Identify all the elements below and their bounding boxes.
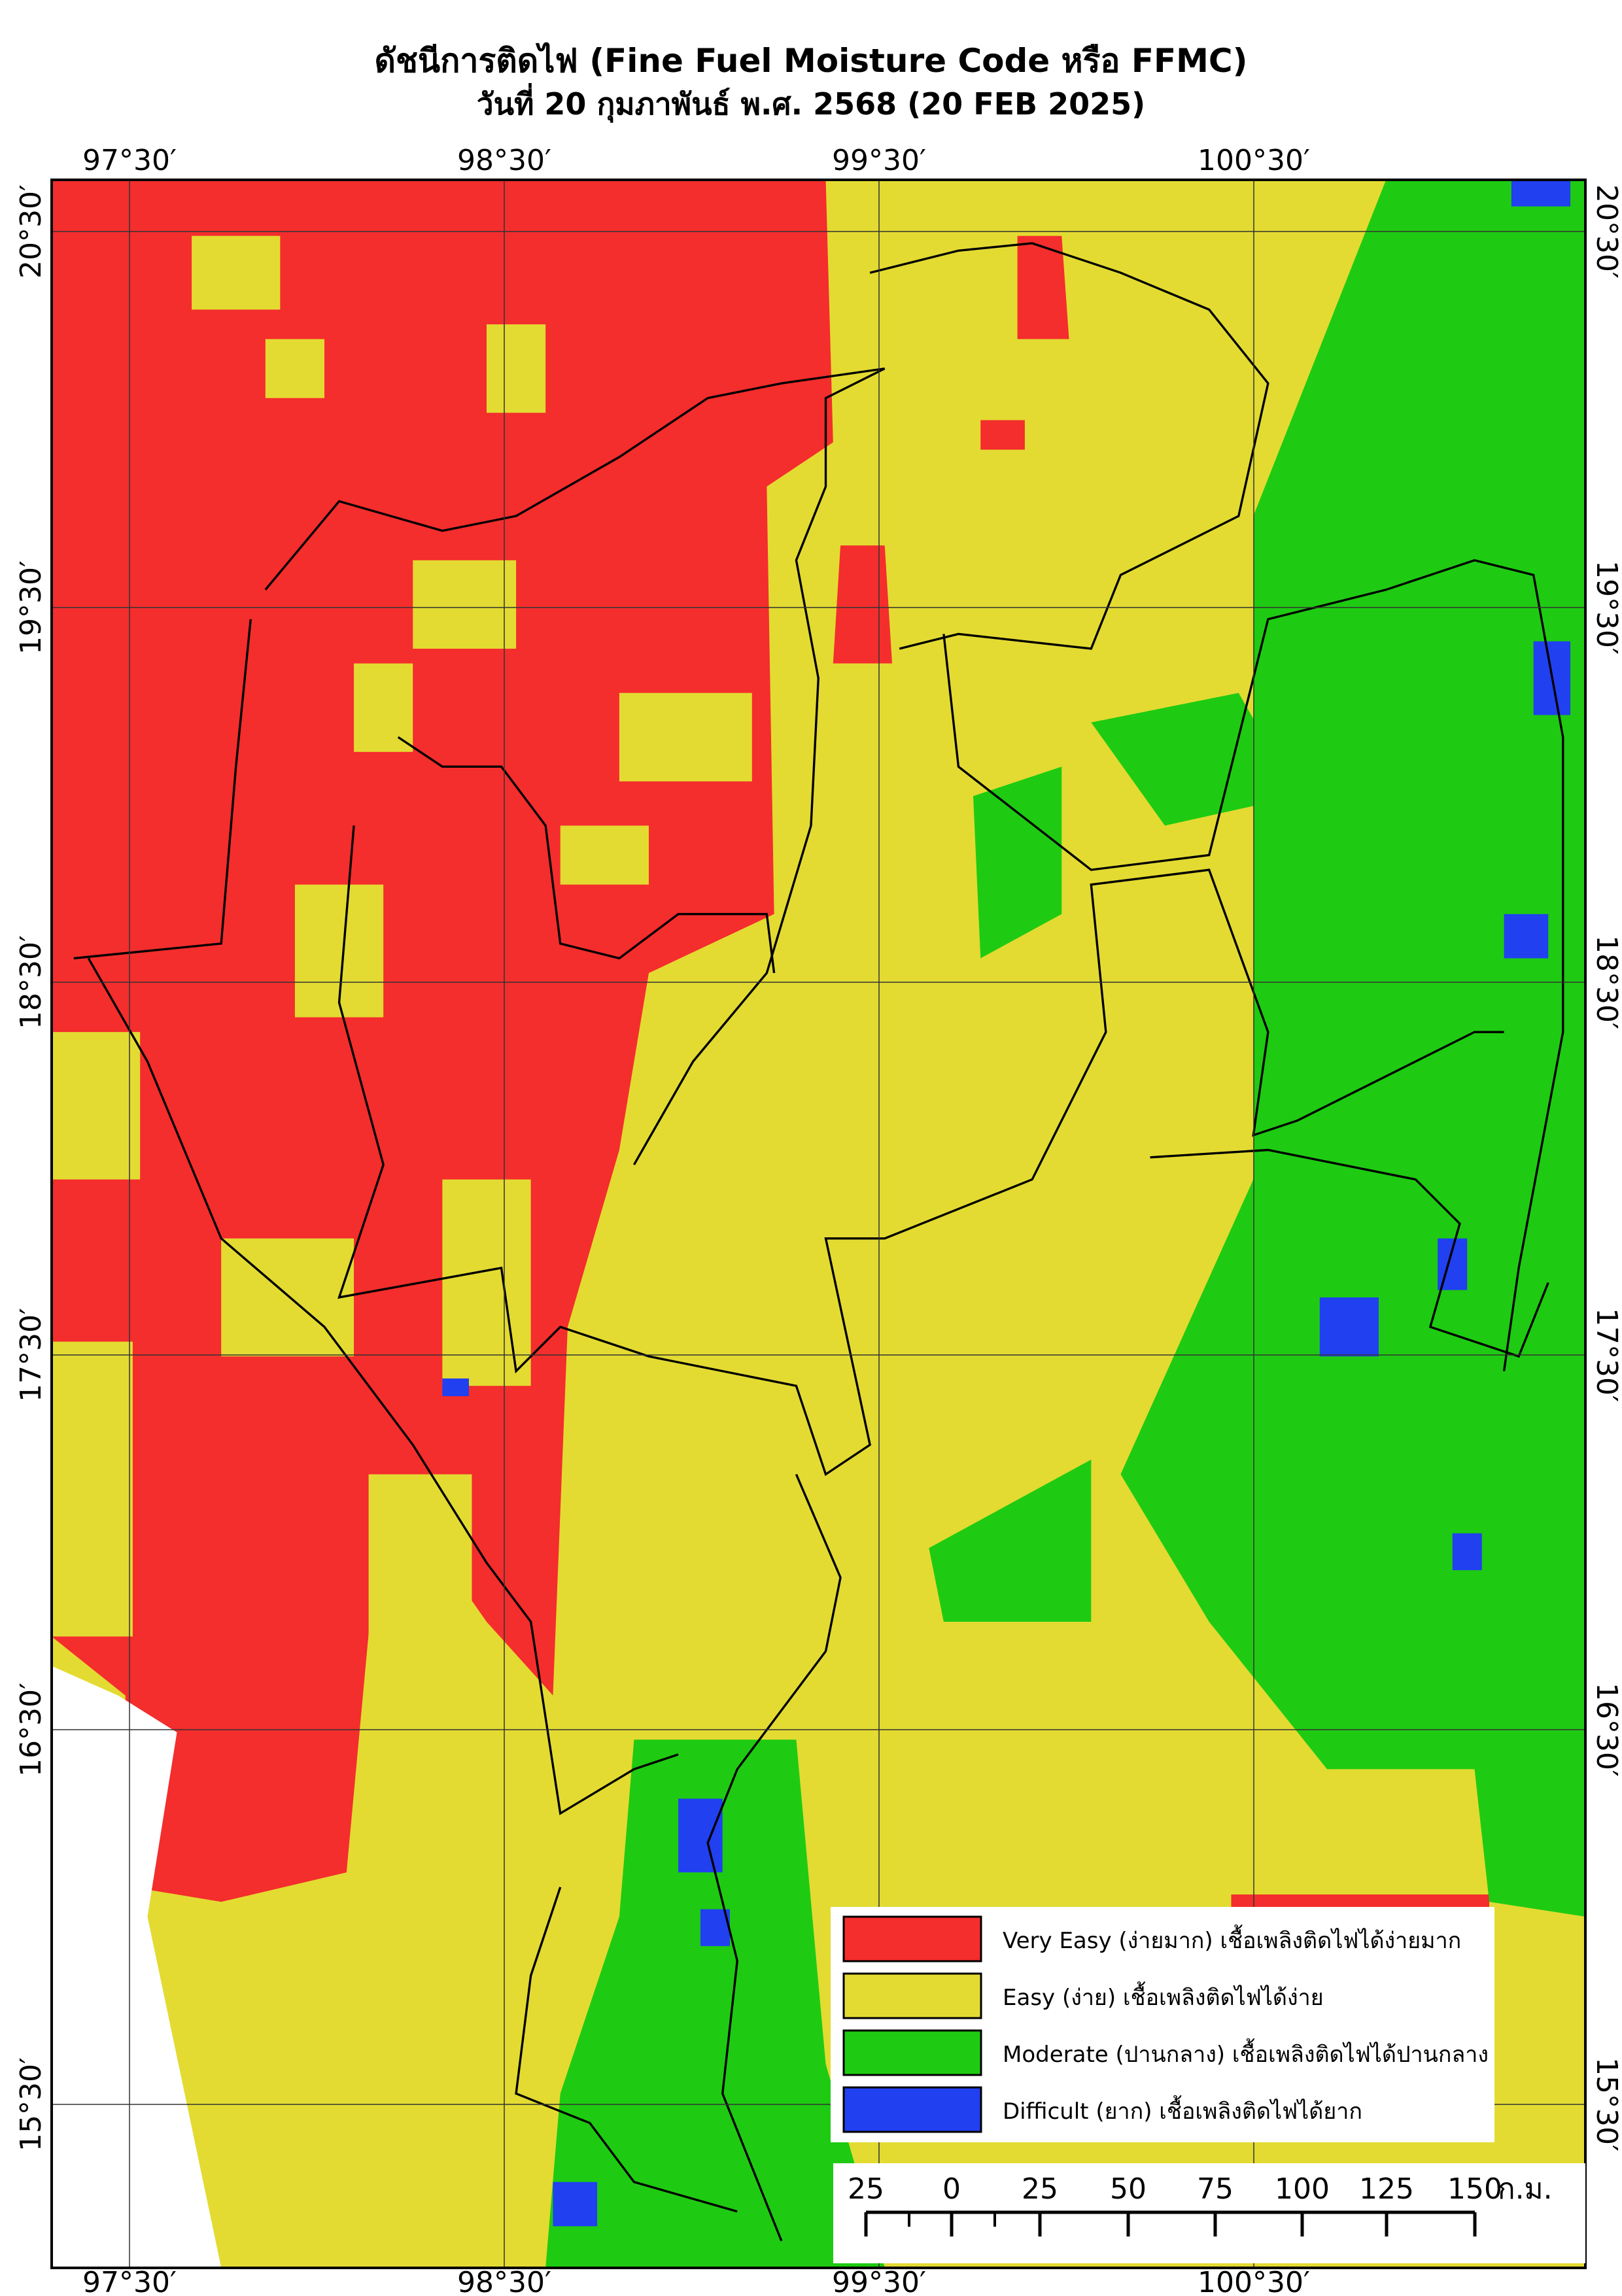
legend-swatch [842,1972,982,2019]
boundary [337,825,1504,1477]
longitude-label: 100°30′ [1198,144,1310,177]
boundary [264,367,885,591]
zone-very-easy [980,420,1025,450]
longitude-label: 98°30′ [457,2266,551,2293]
scale-label: 150 [1447,2172,1502,2206]
subtitle: วันที่ 20 กุมภาพันธ์ พ.ศ. 2568 (20 FEB 2… [477,83,1145,123]
latitude-label: 17°30′ [14,1308,48,1402]
zone-moderate [973,766,1062,959]
latitude-label: 18°30′ [1590,935,1622,1029]
zone-difficult [1319,1297,1379,1357]
zone-easy [52,1032,141,1180]
zone-moderate [929,1459,1092,1622]
scale-label: 25 [1022,2172,1058,2206]
legend-swatch [842,1915,982,1962]
zone-easy [619,693,752,781]
boundary [515,1887,738,2213]
zone-difficult [442,1378,469,1397]
boundary [706,1473,842,2242]
zone-easy [354,663,413,752]
zone-easy [442,1179,531,1386]
scale-label: 75 [1197,2172,1234,2206]
zone-easy [52,1341,133,1637]
boundary [632,368,886,1165]
boundary [869,242,1269,650]
legend-swatch [842,2029,982,2076]
zone-moderate [1091,693,1298,826]
zone-moderate [545,1739,885,2268]
scale-label: 50 [1110,2172,1147,2206]
legend-label: Moderate (ปานกลาง) เชื้อเพลิงติดไฟได้ปาน… [1003,2038,1489,2068]
latitude-label: 19°30′ [14,560,48,655]
latitude-label: 19°30′ [1590,560,1622,655]
longitude-label: 100°30′ [1198,2266,1310,2293]
sea [52,1666,222,2268]
scale-label: 25 [848,2172,884,2206]
scale-unit: ก.ม. [1498,2172,1553,2206]
scale-label: 125 [1359,2172,1414,2206]
zone-difficult [1504,914,1549,959]
scale-label: 100 [1275,2172,1330,2206]
longitude-label: 99°30′ [832,2266,926,2293]
zone-easy [486,324,546,413]
latitude-label: 15°30′ [14,2057,48,2151]
latitude-label: 16°30′ [1590,1683,1622,1777]
zone-difficult [678,1798,723,1873]
longitude-label: 97°30′ [82,2266,177,2293]
zone-difficult [1511,180,1571,207]
latitude-label: 15°30′ [1590,2057,1622,2151]
zone-easy [560,825,649,885]
boundary [73,619,252,960]
boundary [942,558,1564,1371]
scale-label: 0 [942,2172,961,2206]
zone-very-easy [52,180,833,1902]
zone-easy [265,339,324,398]
zone-very-easy [833,545,892,664]
legend-label: Very Easy (ง่ายมาก) เชื้อเพลิงติดไฟได้ง่… [1003,1925,1461,1954]
boundary [87,957,679,1815]
legend-label: Easy (ง่าย) เชื้อเพลิงติดไฟได้ง่าย [1003,1981,1324,2011]
zone-difficult [553,2182,598,2227]
legend-label: Difficult (ยาก) เชื้อเพลิงติดไฟได้ยาก [1003,2095,1362,2125]
zone-difficult [1452,1533,1482,1571]
map [52,180,1585,2268]
longitude-label: 97°30′ [82,144,177,177]
latitude-label: 20°30′ [1590,184,1622,279]
zone-easy [413,560,517,649]
longitude-label: 99°30′ [832,144,926,177]
longitude-label: 98°30′ [457,144,551,177]
map-frame [50,179,1587,2269]
title: ดัชนีการติดไฟ (Fine Fuel Moisture Code ห… [375,42,1248,80]
latitude-label: 16°30′ [14,1683,48,1777]
zone-moderate [1120,180,1585,1917]
latitude-label: 17°30′ [1590,1308,1622,1402]
zone-easy [368,1474,472,1770]
legend-swatch [842,2086,982,2133]
boundary [397,736,776,974]
boundary [1150,1148,1549,1358]
zone-very-easy [1017,235,1069,339]
latitude-label: 18°30′ [14,935,48,1029]
latitude-label: 20°30′ [14,184,48,279]
zone-easy [192,235,281,310]
fuel-raster [52,180,1585,2268]
